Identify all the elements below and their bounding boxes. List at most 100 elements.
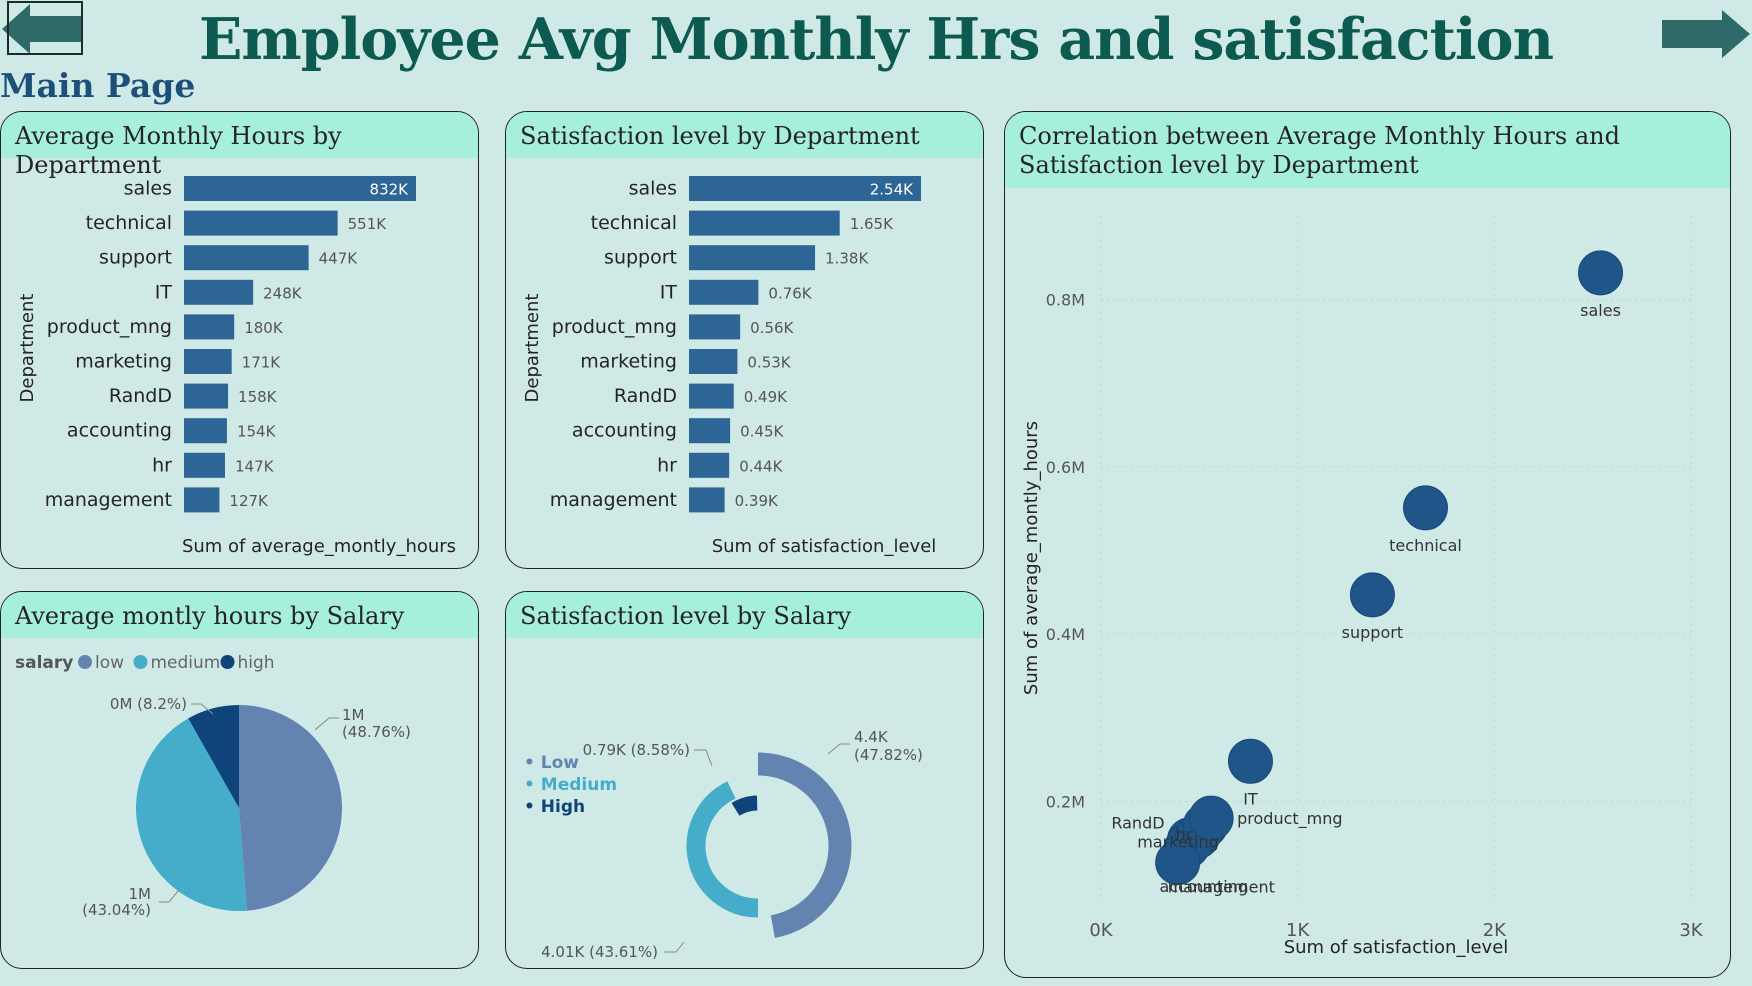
satisfaction-by-department-chart[interactable]: sales 2.54K technical 1.65K support 1.38K IT 0.… xyxy=(506,158,984,568)
bar[interactable] xyxy=(184,487,220,513)
data-label: 1M xyxy=(129,885,152,903)
hours-by-department-card: Average Monthly Hours by Department sale… xyxy=(0,111,479,569)
category-label: hr xyxy=(152,454,172,476)
bar[interactable] xyxy=(689,452,730,478)
category-label: support xyxy=(99,247,172,269)
bar[interactable] xyxy=(184,176,416,201)
label-leader xyxy=(664,941,685,953)
bar[interactable] xyxy=(184,383,229,409)
hours-by-department-chart[interactable]: sales 832K technical 551K support 447K IT 248K p… xyxy=(1,158,479,568)
scatter-point[interactable] xyxy=(1227,738,1273,784)
x-axis-title: Sum of satisfaction_level xyxy=(1284,937,1509,958)
bar[interactable] xyxy=(689,383,734,409)
bar[interactable] xyxy=(184,349,232,374)
scatter-point[interactable] xyxy=(1155,840,1201,886)
category-label: IT xyxy=(660,281,678,303)
bar[interactable] xyxy=(689,210,840,236)
x-tick-label: 0K xyxy=(1089,920,1113,941)
data-label: 171K xyxy=(242,354,282,372)
category-label: sales xyxy=(124,178,172,200)
category-label: support xyxy=(604,247,677,269)
bar[interactable] xyxy=(689,314,741,340)
ring-arc-low[interactable] xyxy=(757,752,852,938)
bar[interactable] xyxy=(689,279,759,305)
category-label: accounting xyxy=(572,420,677,442)
data-label: 0.56K xyxy=(750,319,794,337)
card-title: Satisfaction level by Salary xyxy=(506,592,983,638)
point-label: sales xyxy=(1580,301,1621,320)
label-leader xyxy=(314,717,339,731)
label-leader xyxy=(191,703,214,715)
data-label: 147K xyxy=(235,457,275,475)
ring-arc-high[interactable] xyxy=(731,795,758,816)
point-label: management xyxy=(1168,878,1275,897)
bar[interactable] xyxy=(689,349,738,374)
data-label: 551K xyxy=(348,215,388,233)
bar[interactable] xyxy=(184,314,235,340)
x-tick-label: 3K xyxy=(1679,920,1703,941)
point-label: accounting xyxy=(1160,877,1248,896)
data-label: 0.79K (8.58%) xyxy=(583,741,690,759)
satisfaction-by-salary-card: Satisfaction level by Salary • Low • Medi… xyxy=(505,591,984,969)
data-label: 0.76K xyxy=(768,284,812,302)
data-label: 0M (8.2%) xyxy=(110,695,187,713)
bar[interactable] xyxy=(184,418,227,444)
main-page-link[interactable]: Main Page xyxy=(0,66,196,105)
bar[interactable] xyxy=(689,487,725,513)
data-label: 0.39K xyxy=(735,492,779,510)
scatter-point[interactable] xyxy=(1578,250,1624,296)
satisfaction-by-department-card: Satisfaction level by Department sales 2.… xyxy=(505,111,984,569)
pie-slice-high[interactable] xyxy=(188,705,239,808)
point-label: product_mng xyxy=(1237,809,1342,829)
category-label: marketing xyxy=(580,351,677,373)
data-label: (43.04%) xyxy=(82,901,151,919)
forward-button[interactable] xyxy=(1660,6,1752,62)
data-label: 1M xyxy=(342,706,365,724)
legend-item: low xyxy=(95,653,124,673)
back-button[interactable] xyxy=(0,0,84,58)
category-label: technical xyxy=(86,212,172,234)
y-tick-label: 0.2M xyxy=(1046,792,1085,811)
hours-by-salary-chart[interactable]: salary low medium high1M(48.76%)1M(43.04%)0… xyxy=(1,638,479,968)
legend-marker xyxy=(133,655,148,669)
bar[interactable] xyxy=(689,176,921,201)
data-label: 4.01K (43.61%) xyxy=(541,943,658,961)
bar[interactable] xyxy=(184,279,254,305)
bar[interactable] xyxy=(184,452,225,478)
scatter-point[interactable] xyxy=(1349,572,1395,618)
bar[interactable] xyxy=(184,245,309,271)
bar[interactable] xyxy=(689,245,816,271)
category-label: IT xyxy=(155,281,173,303)
legend-item-high: • High xyxy=(524,797,585,817)
legend-title: salary xyxy=(15,653,73,673)
y-axis-title: Department xyxy=(522,294,543,403)
category-label: technical xyxy=(591,212,677,234)
pie-slice-medium[interactable] xyxy=(136,718,248,911)
data-label: 1.38K xyxy=(825,250,869,268)
legend-item: high xyxy=(238,653,275,673)
category-label: hr xyxy=(657,454,677,476)
y-axis-title: Department xyxy=(17,294,38,403)
satisfaction-by-salary-chart[interactable]: • Low• Medium• High 4.4K(47.82%) 4.01K (43… xyxy=(506,638,984,968)
data-label: 447K xyxy=(319,250,359,268)
y-axis-title: Sum of average_montly_hours xyxy=(1021,421,1042,695)
scatter-point[interactable] xyxy=(1403,485,1448,531)
hours-by-salary-card: Average montly hours by Salary salary low… xyxy=(0,591,479,969)
back-arrow-icon xyxy=(2,1,83,55)
bar[interactable] xyxy=(689,418,731,444)
correlation-scatter-chart[interactable]: 0K 1K 2K 3K 0.2M 0.4M 0.6M 0.8M Sum of satisfact… xyxy=(1005,188,1731,977)
legend-marker xyxy=(220,655,235,669)
page-title: Employee Avg Monthly Hrs and satisfactio… xyxy=(198,6,1554,73)
category-label: RandD xyxy=(109,385,172,407)
scatter-point[interactable] xyxy=(1188,795,1234,841)
data-label: 127K xyxy=(229,492,269,510)
data-label: 1.65K xyxy=(850,215,894,233)
legend-item-medium: • Medium xyxy=(524,775,617,795)
pie-slice-low[interactable] xyxy=(239,705,342,911)
ring-arc-medium[interactable] xyxy=(686,781,759,918)
category-label: accounting xyxy=(67,420,172,442)
category-label: management xyxy=(550,489,677,511)
card-title: Correlation between Average Monthly Hour… xyxy=(1005,112,1730,188)
bar[interactable] xyxy=(184,210,338,236)
data-label: 154K xyxy=(237,423,277,441)
